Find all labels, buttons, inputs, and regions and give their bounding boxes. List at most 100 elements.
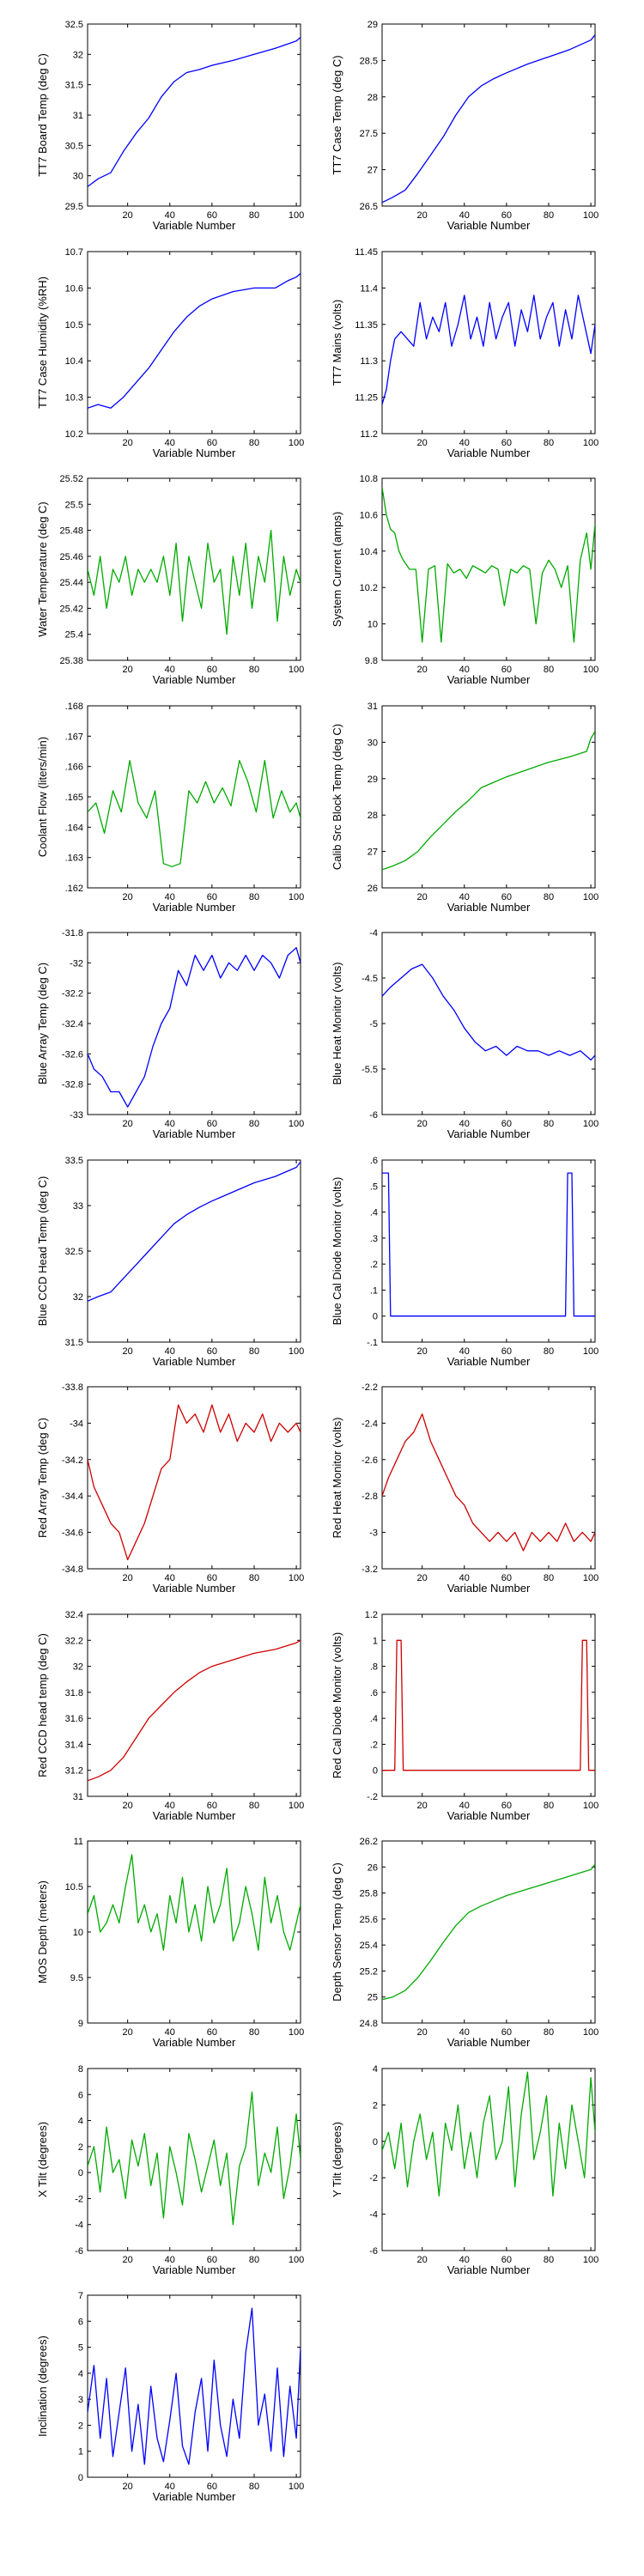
series-line <box>88 1161 301 1302</box>
y-tick-label: -2.6 <box>361 1455 378 1466</box>
y-tick-label: -4 <box>369 928 378 939</box>
y-tick-label: 0 <box>373 1312 378 1322</box>
y-tick-label: 4 <box>78 2117 83 2127</box>
x-tick-label: 60 <box>501 1346 512 1357</box>
x-axis-label: Variable Number <box>447 447 531 459</box>
x-tick-label: 100 <box>583 210 598 221</box>
x-tick-label: 80 <box>249 892 259 902</box>
y-tick-label: -.2 <box>367 1792 378 1802</box>
chart-tt7-case-humidity: 20 40 60 80 100 10.2 10.3 10.4 10.5 10.6 10.7 Varia… <box>36 247 304 459</box>
y-axis-label: Blue CCD Head Temp (deg C) <box>36 1176 49 1327</box>
y-tick-label: 25.8 <box>360 1889 378 1899</box>
x-tick-label: 20 <box>123 210 133 221</box>
x-tick-label: 20 <box>417 892 428 902</box>
y-tick-label: -5 <box>369 1019 378 1030</box>
y-tick-label: .4 <box>370 1714 378 1724</box>
series-line <box>382 34 595 204</box>
y-tick-label: .162 <box>65 884 83 894</box>
y-tick-label: .8 <box>370 1662 378 1673</box>
series-line <box>382 487 595 643</box>
y-tick-label: 10.4 <box>360 547 378 557</box>
y-tick-label: 9.8 <box>365 656 378 666</box>
y-tick-label: .166 <box>65 762 83 773</box>
series-line <box>88 1404 301 1561</box>
plot-frame <box>87 705 301 889</box>
y-tick-label: 11.2 <box>360 429 378 440</box>
y-tick-label: -6 <box>369 1110 378 1121</box>
x-tick-label: 60 <box>501 665 512 675</box>
x-tick-label: 20 <box>123 892 133 902</box>
y-tick-label: 31.4 <box>65 1740 83 1750</box>
y-tick-label: -3.2 <box>361 1564 378 1575</box>
plot-frame <box>381 2068 596 2251</box>
x-tick-label: 100 <box>583 1801 598 1811</box>
x-tick-label: 40 <box>459 892 470 902</box>
x-tick-label: 40 <box>165 892 175 902</box>
x-tick-label: 60 <box>207 1801 217 1811</box>
x-tick-label: 60 <box>207 892 217 902</box>
x-tick-label: 40 <box>459 438 470 448</box>
y-tick-label: -4.5 <box>361 974 378 984</box>
y-tick-label: 11.3 <box>360 356 378 367</box>
x-tick-label: 60 <box>501 1801 512 1811</box>
plot-frame <box>381 23 596 207</box>
series-line <box>382 2071 595 2197</box>
y-tick-label: -32.6 <box>62 1049 83 1060</box>
chart-depth-sensor-temp: 20 40 60 80 100 24.8 25 25.2 25.4 25.6 25.8 26 26.2 V… <box>331 1837 598 2049</box>
y-tick-label: 30 <box>73 172 83 182</box>
x-tick-label: 80 <box>249 1573 259 1583</box>
series-line <box>382 1413 595 1552</box>
x-tick-label: 20 <box>123 1119 133 1129</box>
series-line <box>382 963 595 1061</box>
y-tick-label: 33.5 <box>65 1156 83 1166</box>
series-line <box>88 2091 301 2226</box>
chart-water-temperature: 20 40 60 80 100 25.38 25.4 25.42 25.44 25.46 25.48… <box>36 474 304 686</box>
x-tick-label: 100 <box>289 1346 304 1357</box>
y-tick-label: 10.6 <box>360 510 378 520</box>
y-tick-label: -3 <box>369 1528 378 1539</box>
plot-frame <box>381 1386 596 1570</box>
y-tick-label: 0 <box>373 2137 378 2148</box>
y-axis-label: Red Cal Diode Monitor (volts) <box>331 1632 343 1779</box>
x-tick-label: 100 <box>583 1119 598 1129</box>
plot-frame <box>87 477 301 661</box>
plot-frame <box>87 932 301 1115</box>
y-tick-label: 10.3 <box>65 393 83 404</box>
series-line <box>382 1863 595 2001</box>
y-axis-label: Blue Cal Diode Monitor (volts) <box>331 1177 343 1326</box>
series-line <box>382 295 595 405</box>
y-tick-label: .3 <box>370 1234 378 1244</box>
x-tick-label: 40 <box>165 1573 175 1583</box>
series-line <box>88 2307 301 2465</box>
y-tick-label: -34 <box>70 1419 83 1429</box>
y-tick-label: 29 <box>368 20 378 30</box>
y-tick-label: 3 <box>78 2395 83 2405</box>
plot-frame <box>381 932 596 1115</box>
plot-frame <box>381 705 596 889</box>
y-tick-label: 2 <box>78 2142 83 2153</box>
y-tick-label: 7 <box>78 2291 83 2301</box>
x-axis-label: Variable Number <box>153 673 236 686</box>
chart-tt7-board-temp: 20 40 60 80 100 29.5 30 30.5 31 31.5 32 32.5 Variabl… <box>36 20 304 232</box>
x-tick-label: 40 <box>165 2255 175 2265</box>
x-tick-label: 20 <box>123 438 133 448</box>
y-tick-label: 32 <box>73 1662 83 1673</box>
y-tick-label: 26 <box>368 884 378 894</box>
y-tick-label: 26.2 <box>360 1837 378 1847</box>
y-tick-label: -31.8 <box>62 928 83 939</box>
y-tick-label: -.1 <box>367 1338 378 1348</box>
y-tick-label: 30.5 <box>65 141 83 151</box>
y-axis-label: X Tilt (degrees) <box>36 2122 49 2197</box>
x-tick-label: 100 <box>583 2255 598 2265</box>
x-tick-label: 40 <box>459 1573 470 1583</box>
chart-tt7-case-temp: 20 40 60 80 100 26.5 27 27.5 28 28.5 29 Variable Nu… <box>331 20 598 232</box>
series-line <box>382 731 595 871</box>
y-tick-label: -34.6 <box>62 1528 83 1539</box>
x-tick-label: 20 <box>123 1346 133 1357</box>
y-tick-label: 26 <box>368 1862 378 1873</box>
y-tick-label: 4 <box>373 2064 378 2075</box>
y-tick-label: 1 <box>78 2447 83 2458</box>
x-tick-label: 40 <box>165 2027 175 2038</box>
y-tick-label: 1 <box>373 1636 378 1646</box>
x-tick-label: 80 <box>544 1119 554 1129</box>
